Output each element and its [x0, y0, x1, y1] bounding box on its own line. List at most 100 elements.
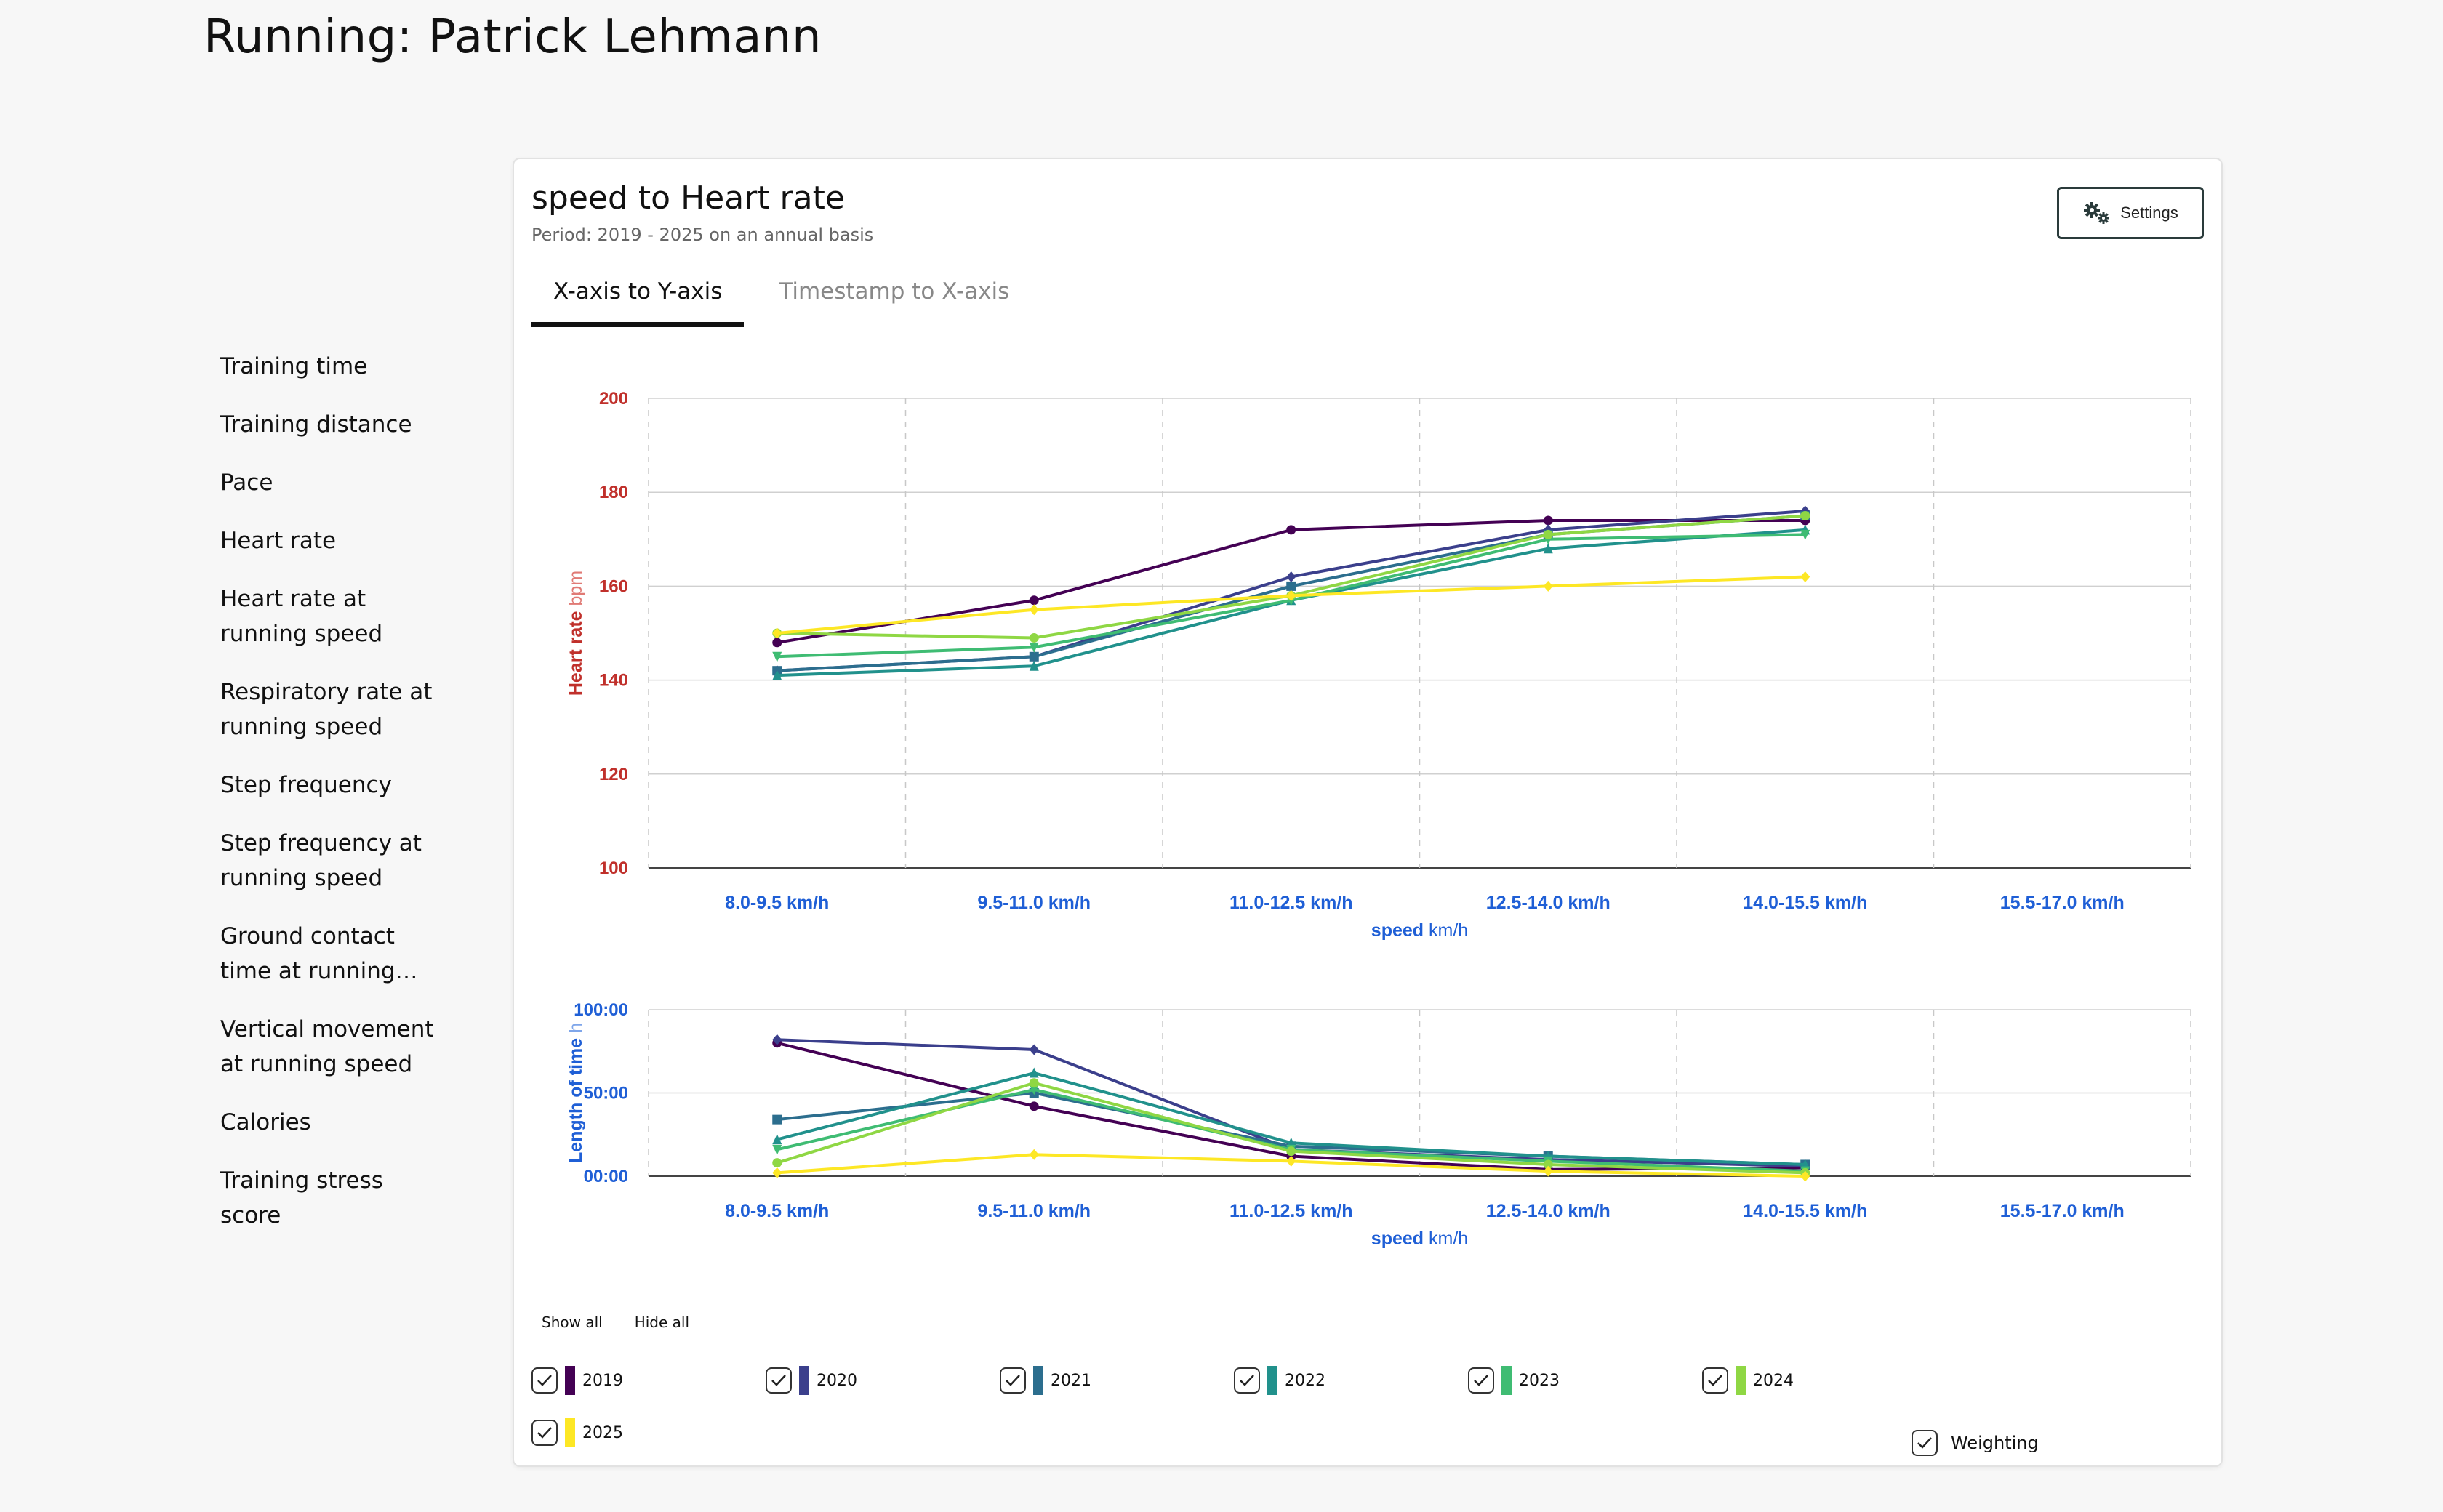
sidebar-item-vertical-movement[interactable]: Vertical movement at running speed [220, 1016, 434, 1077]
chart2-yaxis-unit: h [566, 1023, 586, 1033]
chart1-series-2025-point [1800, 571, 1810, 582]
swatch-2024 [1736, 1366, 1746, 1395]
legend-item-2020[interactable]: 2020 [766, 1366, 1000, 1395]
chart2-series-2023-point [1029, 1085, 1039, 1095]
checkmark-icon [1006, 1375, 1020, 1386]
chart1-yaxis-unit: bpm [566, 571, 586, 606]
chart2-xaxis-unit: km/h [1429, 1228, 1468, 1249]
chart1-ytick-label: 200 [599, 389, 628, 409]
weighting-checkbox[interactable] [1912, 1430, 1938, 1456]
sidebar-item-calories[interactable]: Calories [220, 1109, 311, 1135]
chart1-series-2019-point [1286, 525, 1296, 535]
chart2-series-2024-point [1029, 1078, 1039, 1088]
chart1-yaxis-label: Heart rate [566, 606, 586, 696]
legend-item-2025[interactable]: 2025 [531, 1418, 766, 1447]
legend-item-2024[interactable]: 2024 [1702, 1366, 1936, 1395]
checkbox-2023[interactable] [1468, 1367, 1494, 1394]
chart2-series-2025-point [772, 1167, 782, 1178]
legend-item-2021[interactable]: 2021 [1000, 1366, 1234, 1395]
chart2-series-2025-point [1286, 1155, 1296, 1167]
checkbox-2020[interactable] [766, 1367, 792, 1394]
sidebar-item-training-distance[interactable]: Training distance [220, 411, 412, 438]
chart1-series-2023-point [1029, 642, 1039, 653]
weighting-toggle[interactable]: Weighting [1912, 1430, 2039, 1456]
swatch-2025 [565, 1418, 575, 1447]
chart2-xtick-label: 11.0-12.5 km/h [1229, 1201, 1353, 1221]
chart1-series-2020-point [1286, 571, 1296, 582]
checkbox-2024[interactable] [1702, 1367, 1728, 1394]
checkbox-2021[interactable] [1000, 1367, 1026, 1394]
hide-all-button[interactable]: Hide all [634, 1314, 690, 1331]
chart2-series-2021-point [772, 1114, 782, 1125]
legend-row-1: 2019 2020 2021 2022 2023 2024 [531, 1366, 1936, 1395]
chart1-series-2024-point [1543, 529, 1553, 539]
chart2-series-2022-point [1029, 1067, 1039, 1078]
chart1-ytick-label: 140 [599, 671, 628, 691]
chart2-yaxis-label: Length of time [566, 1033, 586, 1163]
chart1-series-2021-point [1029, 651, 1039, 662]
checkmark-icon [1240, 1375, 1254, 1386]
chart1-series-2025-point [1543, 580, 1553, 592]
sidebar-item-training-time[interactable]: Training time [220, 353, 368, 379]
legend-item-2022[interactable]: 2022 [1234, 1366, 1468, 1395]
sidebar-item-pace[interactable]: Pace [220, 470, 273, 496]
show-all-button[interactable]: Show all [542, 1314, 603, 1331]
legend-item-2023[interactable]: 2023 [1468, 1366, 1702, 1395]
chart1-xtick-label: 8.0-9.5 km/h [725, 893, 829, 913]
gears-icon [2084, 202, 2110, 224]
chart2-series-2025-point [1029, 1149, 1039, 1160]
chart1-ytick-label: 160 [599, 576, 628, 596]
checkmark-icon [1917, 1437, 1932, 1449]
charts-area: 100 120 140 160 180 200 8.0-9.5 km/h 9.5-11.0 k… [566, 389, 2191, 1249]
chart1-ytick-label: 120 [599, 765, 628, 784]
legend-label-2025: 2025 [582, 1423, 623, 1442]
tab-timestamp-to-x-axis[interactable]: Timestamp to X-axis [779, 278, 1010, 305]
checkmark-icon [1708, 1375, 1722, 1386]
chart2-series-2025-point [1543, 1165, 1553, 1177]
chart2-xtick-label: 8.0-9.5 km/h [725, 1201, 829, 1221]
chart1-xtick-label: 11.0-12.5 km/h [1229, 893, 1353, 913]
chart1-series-2019-point [772, 638, 782, 648]
legend-item-2019[interactable]: 2019 [531, 1366, 766, 1395]
sidebar-item-step-frequency-at-speed[interactable]: Step frequency at running speed [220, 830, 422, 891]
chart2-xaxis-label: speed [1371, 1228, 1429, 1249]
legend-label-2019: 2019 [582, 1371, 623, 1390]
sidebar-item-ground-contact-time[interactable]: Ground contact time at running speed [220, 923, 396, 984]
tab-x-axis-to-y-axis[interactable]: X-axis to Y-axis [531, 268, 745, 327]
checkbox-2019[interactable] [531, 1367, 558, 1394]
chart2-xaxis-title: speed km/h [1371, 1228, 1468, 1249]
legend-label-2020: 2020 [817, 1371, 857, 1390]
sidebar-item-step-frequency[interactable]: Step frequency [220, 772, 392, 798]
sidebar-item-heart-rate[interactable]: Heart rate [220, 528, 337, 554]
chart1-series-2023-point [1800, 529, 1810, 540]
chart2-yaxis-title: Length of time h [566, 1023, 586, 1163]
sidebar-item-training-stress-score[interactable]: Training stress score [220, 1167, 383, 1228]
chart2-series-2023-point [772, 1144, 782, 1155]
chart1-series-2022-point [1029, 660, 1039, 671]
swatch-2019 [565, 1366, 575, 1395]
chart1-xaxis-title: speed km/h [1371, 920, 1468, 941]
chart1-series-2025-point [1029, 604, 1039, 616]
legend-row-2: 2025 [531, 1418, 766, 1447]
swatch-2021 [1033, 1366, 1043, 1395]
chart1-xtick-label: 9.5-11.0 km/h [977, 893, 1091, 913]
chart1-ytick-label: 100 [599, 858, 628, 878]
chart2-series-2024-point [1543, 1159, 1553, 1170]
legend-label-2022: 2022 [1285, 1371, 1325, 1390]
chart2-series-2024-point [1286, 1146, 1296, 1157]
chart2-xtick-label: 9.5-11.0 km/h [977, 1201, 1091, 1221]
swatch-2023 [1501, 1366, 1512, 1395]
legend-label-2023: 2023 [1519, 1371, 1560, 1390]
chart1-series-2019-point [1029, 595, 1039, 606]
page-title: Running: Patrick Lehmann [204, 10, 822, 64]
checkmark-icon [771, 1375, 786, 1386]
chart-card: speed to Heart rate Period: 2019 - 2025 … [513, 158, 2223, 1467]
checkbox-2025[interactable] [531, 1420, 558, 1446]
chart1-xtick-label: 12.5-14.0 km/h [1486, 893, 1610, 913]
sidebar-item-respiratory-rate[interactable]: Respiratory rate at running speed [220, 679, 433, 740]
sidebar-item-heart-rate-at-running-speed[interactable]: Heart rate at running speed [220, 586, 383, 647]
settings-button[interactable]: Settings [2057, 187, 2204, 239]
sidebar: Training time Training distance Pace Hea… [220, 349, 438, 1256]
checkbox-2022[interactable] [1234, 1367, 1260, 1394]
swatch-2022 [1267, 1366, 1277, 1395]
